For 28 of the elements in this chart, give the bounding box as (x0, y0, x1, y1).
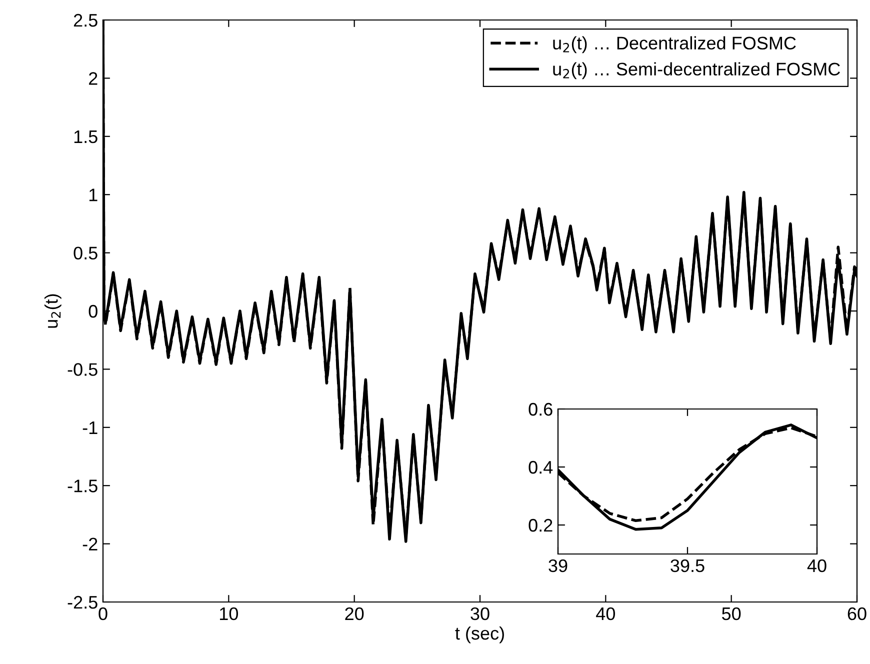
x-axis-title: t (sec) (455, 626, 504, 644)
y-tick-label: 0.5 (74, 246, 98, 260)
x-tick-label: 39 (548, 559, 568, 572)
y-tick-label: 2 (89, 72, 98, 85)
legend-label: u$_{2}$(t) … Decentralized FOSMC (553, 36, 796, 54)
y-tick-label: 2.5 (74, 14, 98, 27)
x-tick-label: 50 (722, 607, 741, 620)
y-tick-label: -2.5 (68, 596, 98, 609)
y-tick-label: -1.5 (68, 480, 98, 492)
y-tick-label: -2 (82, 538, 98, 550)
legend-label: u$_{2}$(t) … Semi-decentralized FOSMC (553, 62, 840, 80)
y-axis-title: u$_{2}$(t) (44, 294, 62, 328)
x-tick-label: 20 (345, 607, 364, 620)
y-tick-label: -0.5 (68, 363, 98, 376)
y-tick-label: 1 (89, 188, 98, 202)
x-tick-label: 10 (220, 607, 238, 620)
x-tick-label: 40 (596, 607, 616, 620)
x-tick-label: 30 (470, 607, 490, 620)
y-tick-label: 0.6 (528, 402, 552, 416)
x-tick-label: 40 (807, 559, 826, 572)
y-tick-label: 0.4 (528, 460, 553, 474)
y-tick-label: -1 (82, 422, 98, 434)
y-tick-label: 0.2 (528, 518, 552, 532)
y-tick-label: 1.5 (74, 130, 98, 144)
y-tick-label: 0 (88, 304, 98, 318)
x-tick-label: 39.5 (670, 559, 704, 572)
x-tick-label: 0 (98, 607, 108, 620)
x-tick-label: 60 (848, 607, 866, 620)
